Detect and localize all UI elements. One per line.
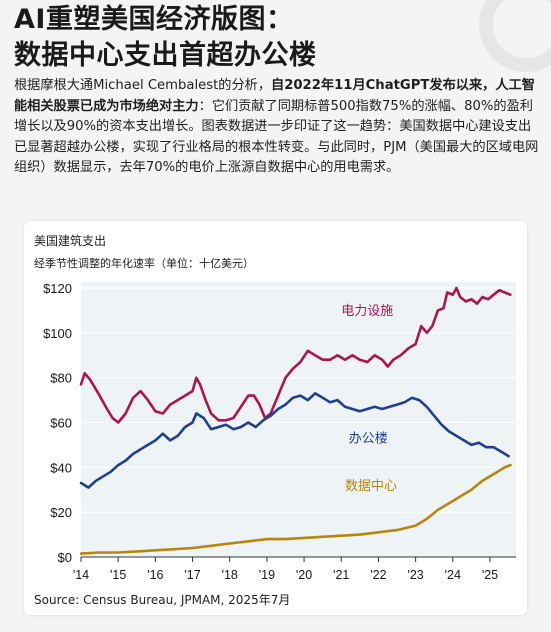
series-line-0 bbox=[79, 286, 512, 424]
x-tick-label: '14 bbox=[73, 568, 89, 582]
x-tick-label: '24 bbox=[445, 568, 461, 582]
y-tick-label: $120 bbox=[43, 281, 72, 296]
x-tick-label: '21 bbox=[333, 568, 349, 582]
y-tick-label: $100 bbox=[43, 326, 72, 341]
headline: AI重塑美国经济版图： 数据中心支出首超办公楼 bbox=[14, 2, 534, 74]
y-tick-label: $20 bbox=[50, 505, 72, 520]
chart-subtitle: 经季节性调整的年化速率（单位：十亿美元） bbox=[34, 257, 254, 270]
watermark-logo-icon bbox=[479, 0, 551, 72]
x-tick-label: '18 bbox=[222, 568, 238, 582]
x-tick-label: '16 bbox=[147, 568, 163, 582]
x-tick-label: '17 bbox=[184, 568, 200, 582]
headline-line-1: AI重塑美国经济版图： bbox=[14, 4, 294, 35]
series-label-2: 数据中心 bbox=[345, 479, 397, 494]
chart-title: 美国建筑支出 bbox=[34, 234, 107, 248]
series-label-0: 电力设施 bbox=[341, 304, 393, 319]
x-tick-label: '15 bbox=[110, 568, 126, 582]
article-body: 根据摩根大通Michael Cembalest的分析，自2022年11月Chat… bbox=[14, 76, 540, 179]
body-segment-emphasis: 自2022年11月ChatGPT发布以来，人工智能相关股票已成为市场绝对主力 bbox=[14, 78, 535, 114]
x-tick-label: '19 bbox=[259, 568, 275, 582]
series-line-2 bbox=[79, 463, 512, 555]
y-tick-label: $0 bbox=[58, 550, 72, 565]
y-tick-label: $40 bbox=[50, 460, 72, 475]
x-tick-label: '25 bbox=[482, 568, 498, 582]
body-segment-3: ：它们贡献了同期标普500指数75%的涨幅、80%的盈利增长以及90%的资本支出… bbox=[14, 98, 539, 176]
plot-area bbox=[81, 282, 516, 557]
x-tick-label: '20 bbox=[296, 568, 312, 582]
body-segment-1: 根据摩根大通Michael Cembalest的分析， bbox=[14, 78, 272, 93]
axes: $0 $20 $40 $60 $80 $100 $120 '14 '15 '16 '17 '18 '19… bbox=[43, 281, 516, 582]
series-label-1: 办公楼 bbox=[349, 432, 388, 447]
y-tick-label: $60 bbox=[50, 416, 72, 431]
x-tick-label: '22 bbox=[370, 568, 386, 582]
headline-line-2: 数据中心支出首超办公楼 bbox=[14, 40, 317, 71]
series-line-1 bbox=[79, 392, 510, 489]
series-lines bbox=[79, 286, 512, 555]
y-tick-label: $80 bbox=[50, 371, 72, 386]
chart-source: Source: Census Bureau, JPMAM, 2025年7月 bbox=[34, 593, 291, 607]
x-tick-label: '23 bbox=[407, 568, 423, 582]
